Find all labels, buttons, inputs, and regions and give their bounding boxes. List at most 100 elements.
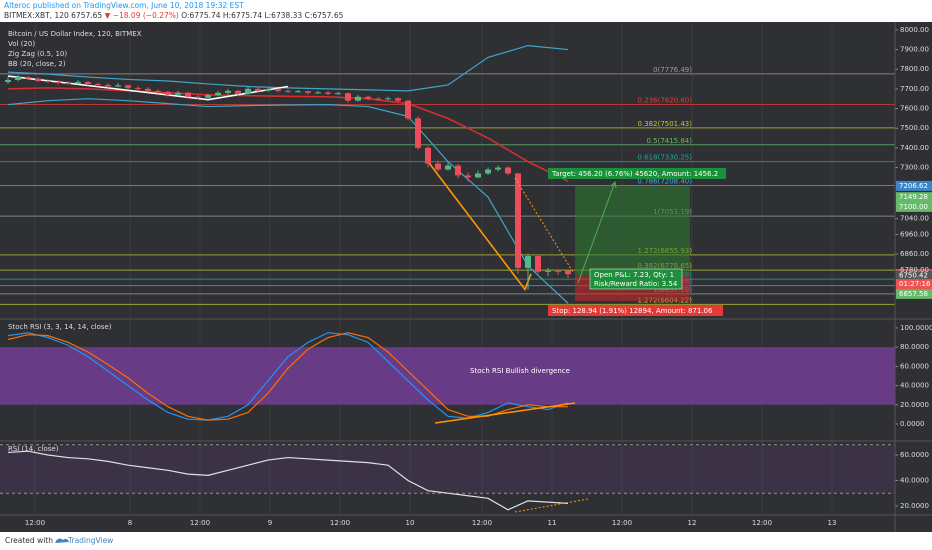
fib-label: 0.618(7330.25) — [638, 154, 693, 162]
x-tick-label: 12:00 — [330, 519, 350, 527]
candle-body — [375, 98, 381, 100]
candle-body — [545, 270, 551, 272]
timer-label: 01:27:16 — [899, 280, 931, 288]
price-tag — [896, 180, 932, 191]
pnl-label: Open P&L: 7.23, Qty: 1 — [594, 271, 674, 279]
bb-upper — [7, 44, 569, 92]
price-tag-label: 6750.42 — [899, 272, 928, 280]
rsi-pane: 60.0000 40.0000 20.0000 RSI (14, close) — [0, 444, 929, 511]
y-tick-label: 7700.00 — [900, 85, 929, 93]
pane-title: Stoch RSI (3, 3, 14, 14, close) — [8, 323, 112, 331]
stoch-pane: 100.0000 80.0000 60.0000 40.0000 20.0000 0.00… — [0, 323, 932, 428]
y-tick-label: 8000.00 — [900, 26, 929, 34]
change: ▼ −18.09 (−0.27%) — [105, 11, 179, 20]
bb-lower — [7, 98, 569, 304]
price-tag-label: 7206.62 — [899, 182, 928, 190]
drawing-arrow — [577, 181, 616, 284]
y-tick-label: 40.0000 — [900, 382, 929, 390]
candle-body — [185, 92, 191, 97]
y-tick-label: 7400.00 — [900, 144, 929, 152]
fib-label: 0.786(7208.40) — [638, 178, 693, 186]
x-tick-label: 13 — [828, 519, 837, 527]
symbol: BITMEX:XBT, 120 — [4, 11, 69, 20]
y-tick-label: 20.0000 — [900, 502, 929, 510]
candle-body — [225, 90, 231, 93]
price-tag — [896, 288, 932, 299]
x-tick-label: 12:00 — [752, 519, 772, 527]
candle-body — [335, 93, 341, 95]
band-fill — [0, 444, 895, 494]
overlay: 7206.627149.287100.006757.656750.426657.… — [8, 30, 932, 513]
candle-body — [115, 85, 121, 87]
candle-body — [135, 87, 141, 89]
osc-line — [7, 332, 568, 421]
candle-body — [95, 83, 101, 85]
price-tag-label: 7149.28 — [899, 193, 928, 201]
zigzag — [427, 161, 532, 292]
candle-body — [405, 100, 411, 119]
footer-bg — [0, 532, 932, 550]
logo — [55, 538, 69, 543]
legend-entry: BB (20, close, 2) — [8, 60, 66, 68]
x-tick-label: 12 — [688, 519, 697, 527]
y-tick-label: 6960.00 — [900, 230, 929, 238]
candle-body — [315, 92, 321, 94]
timer-tag — [896, 279, 932, 290]
pnl-box — [589, 268, 683, 290]
candle-body — [355, 96, 361, 101]
publisher-text: Alteroc published on TradingView.com, Ju… — [4, 1, 244, 10]
price-tag — [896, 192, 932, 203]
candle-body — [275, 89, 281, 91]
candle-body — [415, 118, 421, 148]
candle-body — [65, 82, 71, 84]
candle-body — [435, 163, 441, 170]
fib-label: 0.382(7501.43) — [638, 120, 693, 128]
price-tag-label: 6657.58 — [899, 290, 928, 298]
price-tag-label: 7100.00 — [899, 203, 928, 211]
legend-entry: Zig Zag (0.5, 10) — [8, 50, 67, 58]
target-label: Target: 456.20 (6.76%) 45620, Amount: 14… — [551, 170, 718, 178]
chart-title: Bitcoin / US Dollar Index, 120, BITMEX — [8, 30, 142, 38]
x-tick-label: 12:00 — [612, 519, 632, 527]
candle-body — [205, 95, 211, 98]
divergence-line — [434, 402, 576, 424]
x-tick-label: 12:00 — [190, 519, 210, 527]
candle-body — [525, 256, 531, 268]
candle-body — [305, 91, 311, 93]
candle-body — [395, 98, 401, 101]
y-tick-label: 6860.00 — [900, 250, 929, 258]
candle-body — [535, 256, 541, 272]
candle-body — [215, 92, 221, 96]
fib-label: 0.5(7415.84) — [646, 137, 692, 145]
candle-body — [25, 77, 31, 79]
candle-body — [345, 93, 351, 101]
candle-body — [445, 165, 451, 170]
y-tick-label: 60.0000 — [900, 451, 929, 459]
y-tick-label: 7040.00 — [900, 215, 929, 223]
annotation: Stoch RSI Bullish divergence — [470, 367, 570, 375]
target-box — [548, 168, 726, 179]
y-tick-label: 7300.00 — [900, 164, 929, 172]
candle-body — [15, 77, 21, 81]
ohlc: O:6775.74 H:6775.74 L:6738.33 C:6757.65 — [181, 11, 343, 20]
y-tick-label: 7900.00 — [900, 46, 929, 54]
price: 6757.65 — [71, 11, 102, 20]
candle-body — [455, 165, 461, 176]
y-tick-label: 100.0000 — [900, 324, 932, 332]
candle-body — [55, 81, 61, 83]
y-tick-label: 7500.00 — [900, 124, 929, 132]
footer-created: Created with — [5, 536, 53, 545]
candle-body — [235, 90, 241, 94]
candle-body — [245, 88, 251, 94]
symbol-line: BITMEX:XBT, 120 6757.65 ▼ −18.09 (−0.27%… — [4, 11, 344, 20]
publisher: Alteroc published on TradingView.com, Ju… — [4, 1, 244, 10]
candle-body — [45, 81, 51, 83]
band-fill — [0, 347, 895, 405]
y-tick-label: 60.0000 — [900, 362, 929, 370]
candle-body — [495, 167, 501, 170]
y-tick-label: 80.0000 — [900, 343, 929, 351]
candle-body — [125, 85, 131, 88]
y-tick-label: 7600.00 — [900, 105, 929, 113]
x-tick-label: 9 — [268, 519, 272, 527]
candle-body — [475, 173, 481, 178]
